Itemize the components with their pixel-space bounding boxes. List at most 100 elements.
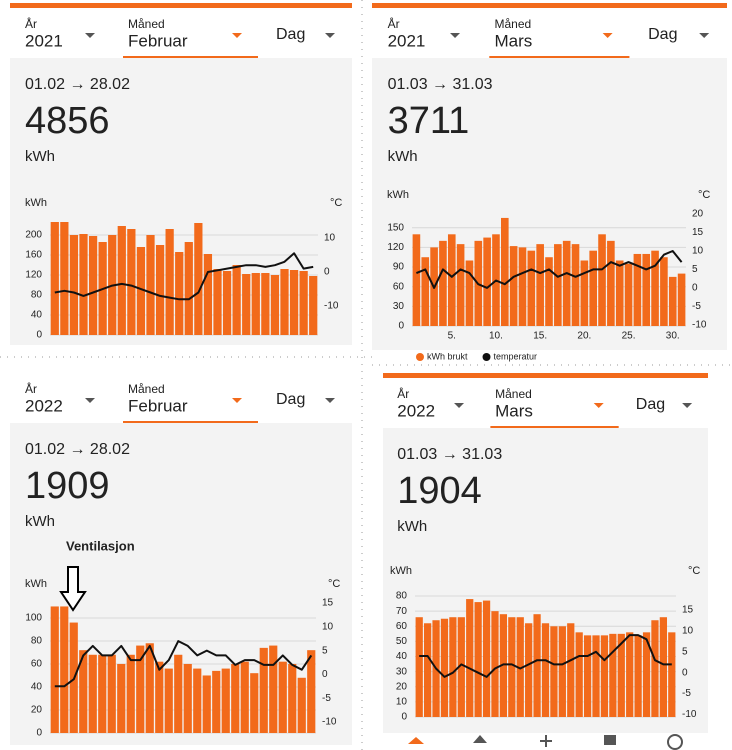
year-value[interactable]: 2022 xyxy=(25,396,63,415)
bar xyxy=(309,276,318,335)
dropdown-caret[interactable] xyxy=(602,33,613,38)
date-range: 01.02 → 28.02 xyxy=(25,76,130,93)
dropdown-caret[interactable] xyxy=(699,33,710,38)
bar xyxy=(465,260,474,326)
bar xyxy=(660,257,668,326)
arrow xyxy=(59,566,87,612)
dropdown-caret[interactable] xyxy=(85,398,95,403)
bar xyxy=(261,273,270,335)
bar xyxy=(202,675,211,733)
bar xyxy=(626,632,634,717)
x-tick-label: 10. xyxy=(489,331,503,342)
bar xyxy=(592,635,600,717)
y-tick-label: 0 xyxy=(398,321,404,332)
dropdown-caret[interactable] xyxy=(85,33,95,38)
bar xyxy=(536,244,544,326)
bar xyxy=(651,250,659,326)
annotation: Ventilasjon xyxy=(66,538,135,553)
nav-home[interactable] xyxy=(408,737,424,744)
y-tick-label: 40 xyxy=(31,682,43,693)
bar xyxy=(668,276,677,326)
bar xyxy=(79,650,88,733)
bar xyxy=(499,614,508,717)
bar xyxy=(677,273,686,326)
bar xyxy=(69,235,79,335)
day-label[interactable]: Dag xyxy=(276,391,305,408)
year-value[interactable]: 2021 xyxy=(388,31,426,50)
dropdown-caret[interactable] xyxy=(593,403,604,408)
bar xyxy=(533,614,541,717)
bar xyxy=(598,234,606,326)
y-tick-label: 120 xyxy=(387,242,404,253)
bar xyxy=(571,244,580,326)
bar xyxy=(155,661,164,733)
y2-tick-label: -5 xyxy=(322,693,331,704)
bar xyxy=(491,611,499,717)
nav-star[interactable] xyxy=(473,735,487,743)
bar xyxy=(541,623,550,717)
day-label[interactable]: Dag xyxy=(648,26,677,43)
bar xyxy=(457,617,465,717)
y2-axis-label: °C xyxy=(330,197,342,209)
bar xyxy=(600,635,609,717)
year-value[interactable]: 2021 xyxy=(25,31,63,50)
dropdown-caret[interactable] xyxy=(325,33,335,38)
y2-tick-label: 0 xyxy=(324,267,330,278)
bar xyxy=(580,260,589,326)
y2-axis-label: °C xyxy=(328,578,340,590)
bar xyxy=(424,623,432,717)
day-label[interactable]: Dag xyxy=(636,396,665,413)
y2-tick-label: -10 xyxy=(692,320,707,331)
bar xyxy=(183,663,192,733)
y-tick-label: 30 xyxy=(393,301,405,312)
bar xyxy=(509,246,518,326)
y-tick-label: 100 xyxy=(25,613,42,624)
bar xyxy=(545,257,553,326)
bar xyxy=(175,252,184,335)
y-tick-label: 40 xyxy=(396,651,408,662)
bar xyxy=(232,265,241,335)
y2-tick-label: 5 xyxy=(692,264,698,275)
bar xyxy=(270,275,280,335)
bar xyxy=(165,229,174,335)
total-value: 1909 xyxy=(25,465,110,507)
month-value[interactable]: Mars xyxy=(495,401,533,420)
bar xyxy=(421,257,430,326)
y2-tick-label: 5 xyxy=(322,645,328,656)
y-tick-label: 60 xyxy=(396,621,408,632)
bar xyxy=(527,250,536,326)
date-range: 01.03 → 31.03 xyxy=(388,76,493,93)
bar xyxy=(259,647,268,733)
bar xyxy=(251,273,260,335)
bar xyxy=(439,240,447,326)
bar xyxy=(447,234,456,326)
x-tick-label: 15. xyxy=(533,331,547,342)
bar xyxy=(184,242,193,335)
dropdown-caret[interactable] xyxy=(232,398,242,403)
bar xyxy=(583,635,592,717)
dropdown-caret[interactable] xyxy=(325,398,335,403)
legend-label: kWh brukt xyxy=(427,351,468,361)
day-label[interactable]: Dag xyxy=(276,26,305,43)
bar xyxy=(508,617,516,717)
nav-calendar[interactable] xyxy=(604,735,616,745)
year-value[interactable]: 2022 xyxy=(397,401,435,420)
nav-profile[interactable] xyxy=(667,734,683,750)
dropdown-caret[interactable] xyxy=(450,33,461,38)
month-value[interactable]: Februar xyxy=(128,396,188,415)
y2-axis-label: °C xyxy=(698,189,710,201)
y2-tick-label: -10 xyxy=(324,301,339,312)
month-value[interactable]: Februar xyxy=(128,31,188,50)
y2-tick-label: 10 xyxy=(682,626,694,637)
dropdown-caret[interactable] xyxy=(454,403,465,408)
bar xyxy=(155,245,165,335)
month-value[interactable]: Mars xyxy=(494,31,532,50)
bar xyxy=(659,617,667,717)
y-axis-label: kWh xyxy=(25,197,47,209)
dropdown-caret[interactable] xyxy=(682,403,693,408)
bar xyxy=(250,673,259,733)
dropdown-caret[interactable] xyxy=(232,33,242,38)
nav-add[interactable] xyxy=(540,735,552,747)
